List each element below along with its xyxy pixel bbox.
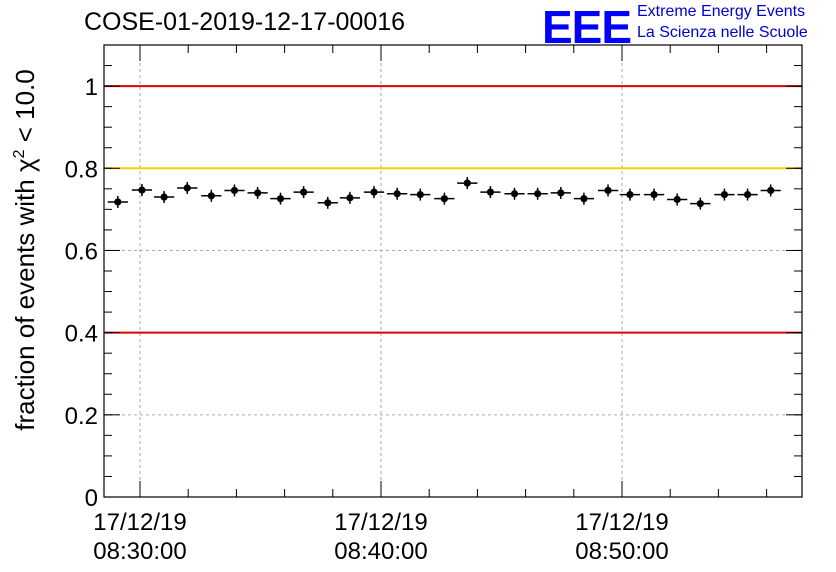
point-marker [604,186,612,195]
data-point [177,181,198,194]
data-point [410,188,431,201]
point-marker [300,188,308,196]
point-marker [370,188,378,196]
x-tick-label-date: 17/12/19 [334,509,427,536]
point-marker [673,195,681,204]
plot-frame [103,44,803,498]
x-tick-label-time: 08:40:00 [334,538,427,565]
point-marker [580,195,588,203]
data-point [527,187,548,200]
y-tick-label: 0.2 [65,403,98,430]
x-tick-label-date: 17/12/19 [575,509,668,536]
x-tick-label-date: 17/12/19 [93,509,186,536]
point-marker [463,179,471,187]
point-marker [650,190,658,199]
data-points [107,177,781,210]
point-marker [626,190,634,199]
x-tick-label-time: 08:30:00 [93,538,186,565]
point-marker [230,186,239,195]
data-point [153,191,175,204]
axis-ticks: 00.20.40.60.8117/12/1908:30:0017/12/1908… [65,44,802,565]
point-marker [207,192,215,200]
data-point [201,189,222,202]
data-point [434,192,455,205]
data-point [247,186,268,199]
y-axis-label: fraction of events with χ2 < 10.0 [10,69,40,430]
y-axis-label-tail: < 10.0 [10,69,40,149]
data-point [387,187,408,200]
point-marker [440,195,448,203]
point-marker [393,190,401,198]
point-marker [324,199,332,207]
data-point [573,192,595,205]
grid-layer [104,45,802,498]
point-marker [510,190,519,198]
data-point [690,197,711,210]
point-marker [557,189,565,197]
data-point [737,188,758,201]
data-point [597,184,619,197]
y-tick-label: 0.6 [65,238,98,265]
data-point [270,192,291,205]
logo-subtitle-2: La Scienza nelle Scuole [637,24,808,41]
point-marker [534,190,542,198]
data-point [480,186,501,199]
eee-logo: EEE [542,1,632,53]
data-point [339,191,361,204]
data-point [667,193,688,206]
chart-title: COSE-01-2019-12-17-00016 [84,8,406,36]
point-marker [696,200,704,208]
data-point [363,186,385,199]
data-point [760,184,781,197]
point-marker [254,189,262,197]
point-marker [720,190,729,199]
point-marker [114,198,122,206]
point-marker [743,190,752,199]
point-marker [346,194,354,202]
data-point [550,186,571,199]
point-marker [276,195,285,203]
y-tick-label: 0 [85,485,98,512]
reference-lines [104,85,802,334]
y-axis-label-superscript: 2 [11,149,28,158]
data-point [714,188,735,201]
y-tick-label: 0.8 [65,156,98,183]
data-point [317,196,338,209]
point-marker [486,188,495,196]
data-point [107,195,128,208]
y-tick-label: 1 [85,74,98,101]
point-marker [767,186,775,195]
x-tick-label-time: 08:50:00 [575,538,668,565]
data-point [224,184,245,197]
point-marker [138,186,146,194]
y-axis-label-main: fraction of events with χ [10,158,40,431]
logo-subtitle-1: Extreme Energy Events [637,3,806,20]
data-point [643,188,665,201]
data-point [131,184,153,197]
point-marker [183,184,191,192]
y-tick-label: 0.4 [65,321,98,348]
data-point [457,177,478,190]
point-marker [416,190,424,199]
point-marker [160,193,168,201]
data-point [619,188,641,201]
data-point [504,187,525,200]
data-point [293,186,314,199]
